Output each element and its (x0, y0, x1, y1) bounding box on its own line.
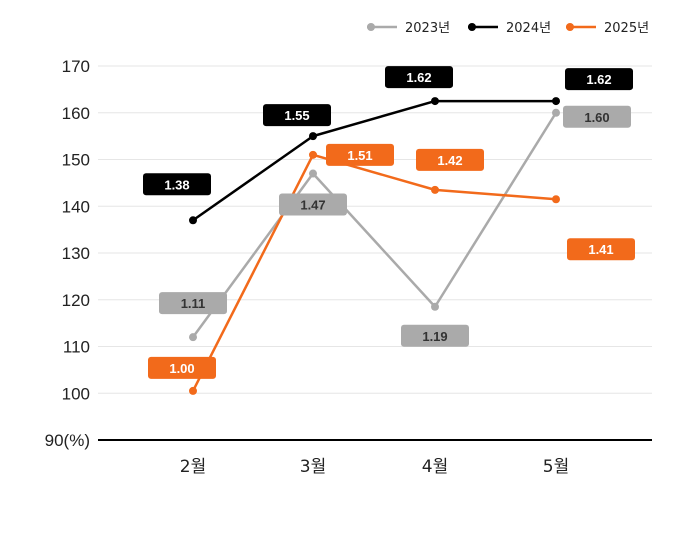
y-tick-label: 110 (63, 338, 90, 357)
y-tick-label: 130 (62, 244, 90, 263)
legend: 2023년 2024년 2025년 (367, 21, 649, 36)
y-tick-label: 100 (62, 384, 90, 403)
data-label: 1.62 (586, 72, 611, 87)
data-label-box (416, 148, 484, 171)
data-point (189, 216, 197, 225)
series-lines (189, 97, 560, 395)
y-tick-label: 170 (62, 57, 90, 76)
data-label-box (279, 193, 347, 216)
data-point (189, 386, 197, 395)
y-tick-label: 160 (62, 104, 90, 123)
data-point (552, 97, 560, 106)
data-label-box (385, 66, 453, 89)
y-tick-label: 140 (62, 197, 90, 216)
legend-swatch-dot (468, 23, 476, 31)
y-tick-label: 120 (62, 291, 90, 310)
data-label: 1.00 (169, 361, 194, 376)
legend-label: 2023년 (405, 21, 450, 36)
y-tick-label: 150 (62, 151, 90, 170)
data-label: 1.38 (164, 177, 189, 192)
data-point (309, 150, 317, 159)
data-point (431, 97, 439, 106)
data-point (189, 333, 197, 342)
data-label-box (263, 104, 331, 127)
data-label: 1.62 (406, 70, 431, 85)
y-tick-label: 90(%) (45, 431, 90, 450)
data-label: 1.47 (300, 198, 325, 213)
x-axis-ticks: 2월 3월 4월 5월 (180, 457, 569, 477)
series-line (191, 153, 557, 392)
legend-label: 2025년 (604, 21, 649, 36)
data-label: 1.55 (284, 108, 309, 123)
data-label: 1.41 (588, 242, 613, 257)
data-label-box (401, 324, 469, 347)
data-label-box (567, 238, 635, 261)
legend-label: 2024년 (506, 21, 551, 36)
data-label-box (148, 356, 216, 379)
x-tick-label: 3월 (300, 457, 326, 477)
series-line (192, 99, 556, 222)
data-point (552, 195, 560, 204)
x-tick-label: 2월 (180, 457, 206, 477)
legend-swatch-dot (566, 23, 574, 31)
data-label: 1.19 (422, 329, 447, 344)
legend-swatch-dot (367, 23, 375, 31)
data-point (309, 132, 317, 141)
data-label-box (563, 105, 631, 128)
data-point (552, 108, 560, 117)
data-point (431, 302, 439, 311)
data-label: 1.60 (584, 110, 609, 125)
data-label: 1.11 (181, 296, 206, 311)
data-labels: 1.11 1.47 1.19 1.60 1.38 1.55 1.62 1.62 1.00 1.51… (143, 66, 635, 379)
data-point (309, 169, 317, 178)
data-label-box (143, 173, 211, 196)
data-point (431, 185, 439, 194)
data-label: 1.42 (437, 153, 462, 168)
data-label: 1.51 (347, 148, 372, 163)
x-tick-label: 4월 (422, 457, 448, 477)
data-label-box (159, 292, 227, 315)
y-axis-ticks: 90(%) 100 110 120 130 140 150 160 170 (45, 57, 90, 450)
data-label-box (565, 68, 633, 91)
x-tick-label: 5월 (543, 457, 569, 477)
data-label-box (326, 143, 394, 166)
series-line (191, 112, 558, 338)
